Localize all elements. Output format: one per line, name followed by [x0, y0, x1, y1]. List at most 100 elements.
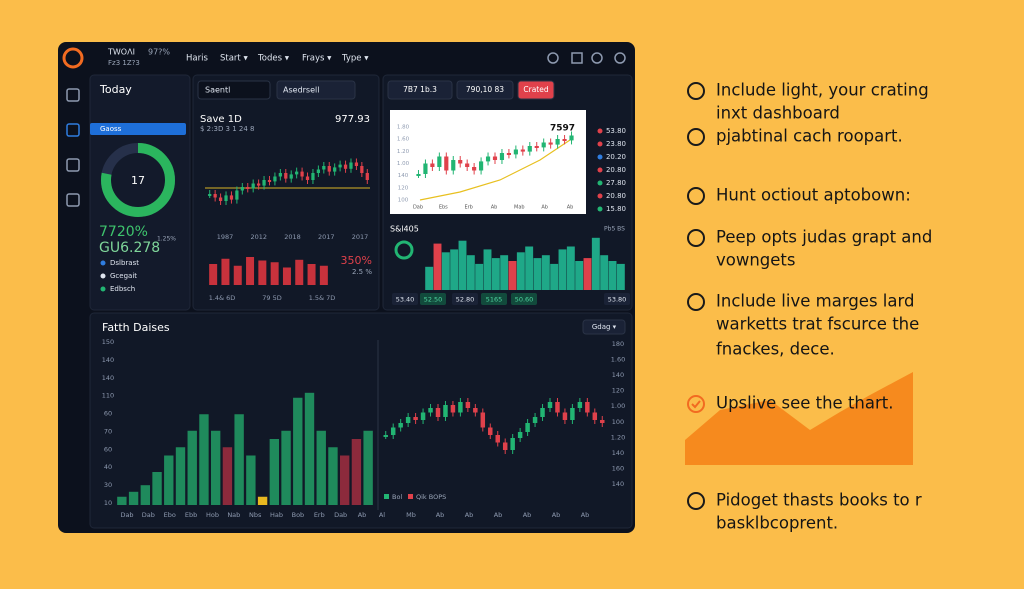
y-tick-label: 100	[398, 198, 409, 204]
y-tick-label: 1.20	[611, 433, 625, 441]
list-text: pjabtinal cach roopart.	[716, 127, 903, 146]
button[interactable]	[90, 123, 186, 135]
menu-item[interactable]: Todes ▾	[257, 54, 290, 64]
legend-label: Dslbrast	[110, 259, 139, 267]
legend-dot	[100, 273, 106, 279]
panel-title: Today	[99, 83, 132, 96]
quote-dot	[597, 154, 603, 160]
candle	[532, 417, 538, 423]
candle	[437, 156, 442, 167]
bar	[583, 258, 592, 290]
chip[interactable]	[392, 293, 418, 305]
button[interactable]	[456, 80, 514, 100]
x-tick-label: Erb	[314, 511, 325, 519]
bar	[533, 258, 542, 290]
candle	[360, 166, 364, 173]
candle	[479, 161, 484, 171]
legend-label: Edbsch	[110, 285, 135, 293]
bar	[425, 266, 434, 290]
x-tick-label: 1.4& 6D	[209, 294, 236, 302]
candle	[458, 160, 463, 164]
candle	[327, 166, 331, 172]
candle	[278, 173, 282, 177]
button-label: 7B7 1b.3	[403, 85, 437, 94]
candle	[502, 442, 508, 450]
legend-swatch	[384, 494, 389, 499]
quote-dot	[597, 167, 603, 173]
chip-label: 53.80	[608, 296, 627, 304]
x-tick-label: Hab	[270, 511, 283, 519]
search-box[interactable]	[197, 80, 271, 100]
candle	[322, 166, 326, 170]
chip[interactable]	[511, 293, 537, 305]
panel-title: S&l405	[390, 225, 419, 234]
menu-item[interactable]: Haris	[186, 54, 208, 64]
candle	[218, 197, 223, 201]
button[interactable]	[517, 80, 555, 100]
x-tick-label: Ebs	[439, 205, 448, 211]
candle	[430, 163, 435, 167]
candle	[240, 187, 244, 191]
menu-item[interactable]: Type ▾	[341, 54, 369, 64]
candle	[541, 142, 546, 148]
candle	[525, 423, 530, 432]
x-tick-label: Ab	[581, 511, 590, 519]
chip-label: 5165	[486, 296, 503, 304]
quote: 20.80	[606, 166, 626, 174]
candle	[246, 187, 250, 189]
brand-sub: Fz3 1Z?3	[108, 59, 140, 67]
x-tick-label: Dab	[413, 205, 423, 211]
chip-label: 52.50	[424, 296, 443, 304]
list-text: inxt dashboard	[716, 104, 840, 123]
x-tick-label: Ab	[567, 205, 574, 211]
subline: $ 2:3D 3 1 24 8	[200, 125, 255, 133]
dropdown[interactable]	[582, 319, 626, 335]
toolbar-icons	[547, 52, 626, 64]
donut-label: 17	[131, 174, 145, 187]
quote: 15.80	[606, 205, 626, 213]
menu-item[interactable]: Start ▾	[220, 54, 248, 64]
bar	[233, 265, 242, 285]
input-box[interactable]	[276, 80, 356, 100]
bar	[210, 430, 221, 505]
list-text: Include light, your crating	[716, 81, 929, 100]
bar	[363, 430, 373, 505]
menu-item[interactable]: Frays ▾	[302, 54, 332, 64]
y-tick-label: 120	[612, 387, 624, 395]
bar	[128, 491, 139, 505]
y-tick-label: 1.60	[397, 137, 410, 143]
candle	[510, 438, 515, 450]
x-tick-label: Dab	[142, 511, 155, 519]
chip[interactable]	[604, 293, 630, 305]
list-text: fnackes, dece.	[716, 340, 835, 359]
button[interactable]	[387, 80, 453, 100]
stat: 7720%	[99, 224, 148, 240]
bar	[187, 430, 197, 505]
candle	[562, 139, 567, 141]
quote: 27.80	[606, 179, 626, 187]
x-tick-label: Dab	[120, 511, 133, 519]
chip[interactable]	[452, 293, 478, 305]
quote-dot	[597, 193, 603, 199]
chip[interactable]	[420, 293, 446, 305]
y-tick-label: 140	[102, 374, 114, 382]
chip[interactable]	[481, 293, 507, 305]
candle	[354, 162, 359, 166]
bar	[458, 240, 467, 290]
candle	[465, 402, 471, 408]
candle	[267, 180, 272, 182]
brand: TWOΛI	[107, 48, 135, 57]
bar	[199, 414, 209, 505]
bar	[152, 472, 162, 505]
x-tick-label: 1987	[217, 233, 234, 241]
panel-title: Save 1D	[200, 114, 242, 125]
bar	[295, 259, 304, 285]
x-tick-label: Ab	[541, 205, 548, 211]
bar	[558, 249, 567, 290]
search-text: Saentl	[205, 86, 230, 95]
bar	[491, 258, 500, 290]
bar	[566, 246, 575, 290]
y-tick-label: 10	[104, 499, 112, 507]
bar	[433, 243, 442, 290]
x-tick-label: Al	[379, 511, 385, 519]
